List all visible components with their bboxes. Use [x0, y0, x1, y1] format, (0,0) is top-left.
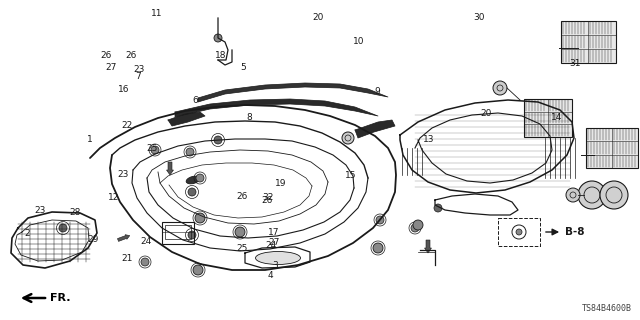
Circle shape: [566, 188, 580, 202]
Polygon shape: [175, 99, 378, 117]
Text: 7: 7: [135, 72, 140, 81]
Text: 28: 28: [70, 208, 81, 217]
Circle shape: [141, 258, 149, 266]
Circle shape: [493, 81, 507, 95]
Text: 20: 20: [481, 109, 492, 118]
Text: 27: 27: [268, 238, 280, 247]
Ellipse shape: [186, 176, 200, 184]
FancyArrow shape: [166, 162, 173, 175]
Text: 17: 17: [268, 228, 280, 237]
Circle shape: [235, 227, 245, 237]
Text: 11: 11: [151, 9, 163, 18]
Text: FR.: FR.: [50, 293, 70, 303]
Polygon shape: [198, 83, 388, 102]
Text: 26: 26: [236, 192, 248, 201]
Text: 8: 8: [247, 113, 252, 122]
Circle shape: [214, 34, 222, 42]
Circle shape: [193, 265, 203, 275]
Text: 18: 18: [215, 52, 227, 60]
Text: 4: 4: [268, 271, 273, 280]
Circle shape: [373, 243, 383, 253]
Text: 19: 19: [275, 179, 286, 188]
Circle shape: [411, 224, 419, 232]
Text: 16: 16: [118, 85, 129, 94]
Text: 5: 5: [241, 63, 246, 72]
Circle shape: [188, 188, 196, 196]
Text: 10: 10: [353, 37, 364, 46]
Circle shape: [413, 220, 423, 230]
Text: 12: 12: [108, 193, 120, 202]
Text: 24: 24: [265, 241, 276, 250]
Circle shape: [342, 132, 354, 144]
Circle shape: [195, 213, 205, 223]
Text: 2: 2: [24, 229, 29, 238]
FancyArrow shape: [118, 235, 130, 241]
Circle shape: [434, 204, 442, 212]
Circle shape: [214, 136, 222, 144]
Text: 23: 23: [35, 206, 46, 215]
Bar: [498, 218, 540, 246]
Circle shape: [578, 181, 606, 209]
Text: 15: 15: [345, 171, 356, 180]
Text: B-8: B-8: [565, 227, 584, 237]
Text: 1: 1: [87, 135, 92, 144]
Circle shape: [188, 231, 196, 239]
Text: 14: 14: [551, 113, 563, 122]
Text: 31: 31: [569, 59, 580, 68]
Text: 26: 26: [262, 196, 273, 205]
Text: 9: 9: [375, 87, 380, 96]
Text: 32: 32: [262, 193, 273, 202]
Text: 26: 26: [100, 52, 111, 60]
Polygon shape: [355, 120, 395, 138]
Text: 30: 30: [473, 13, 484, 22]
Text: 20: 20: [312, 13, 324, 22]
Circle shape: [376, 216, 384, 224]
Circle shape: [516, 229, 522, 235]
Text: 25: 25: [236, 244, 248, 253]
Bar: [586, 128, 638, 168]
Text: 21: 21: [121, 254, 132, 263]
Bar: [524, 99, 572, 137]
Text: TS84B4600B: TS84B4600B: [582, 304, 632, 313]
Circle shape: [59, 224, 67, 232]
Text: 26: 26: [125, 52, 137, 60]
Bar: [561, 21, 616, 63]
FancyArrow shape: [424, 240, 431, 253]
Polygon shape: [168, 112, 205, 126]
Circle shape: [186, 148, 194, 156]
Bar: [165, 225, 191, 239]
Text: 3: 3: [273, 261, 278, 270]
Circle shape: [196, 174, 204, 182]
Text: 29: 29: [87, 235, 99, 244]
Ellipse shape: [255, 252, 301, 265]
Text: 6: 6: [193, 96, 198, 105]
Circle shape: [600, 181, 628, 209]
Text: 24: 24: [140, 237, 152, 246]
Text: 23: 23: [134, 65, 145, 74]
Circle shape: [151, 146, 159, 154]
Bar: [162, 222, 194, 244]
Text: 13: 13: [423, 135, 435, 144]
Text: 25: 25: [147, 144, 158, 153]
Text: 23: 23: [117, 170, 129, 179]
Text: 22: 22: [121, 121, 132, 130]
Text: 27: 27: [105, 63, 116, 72]
